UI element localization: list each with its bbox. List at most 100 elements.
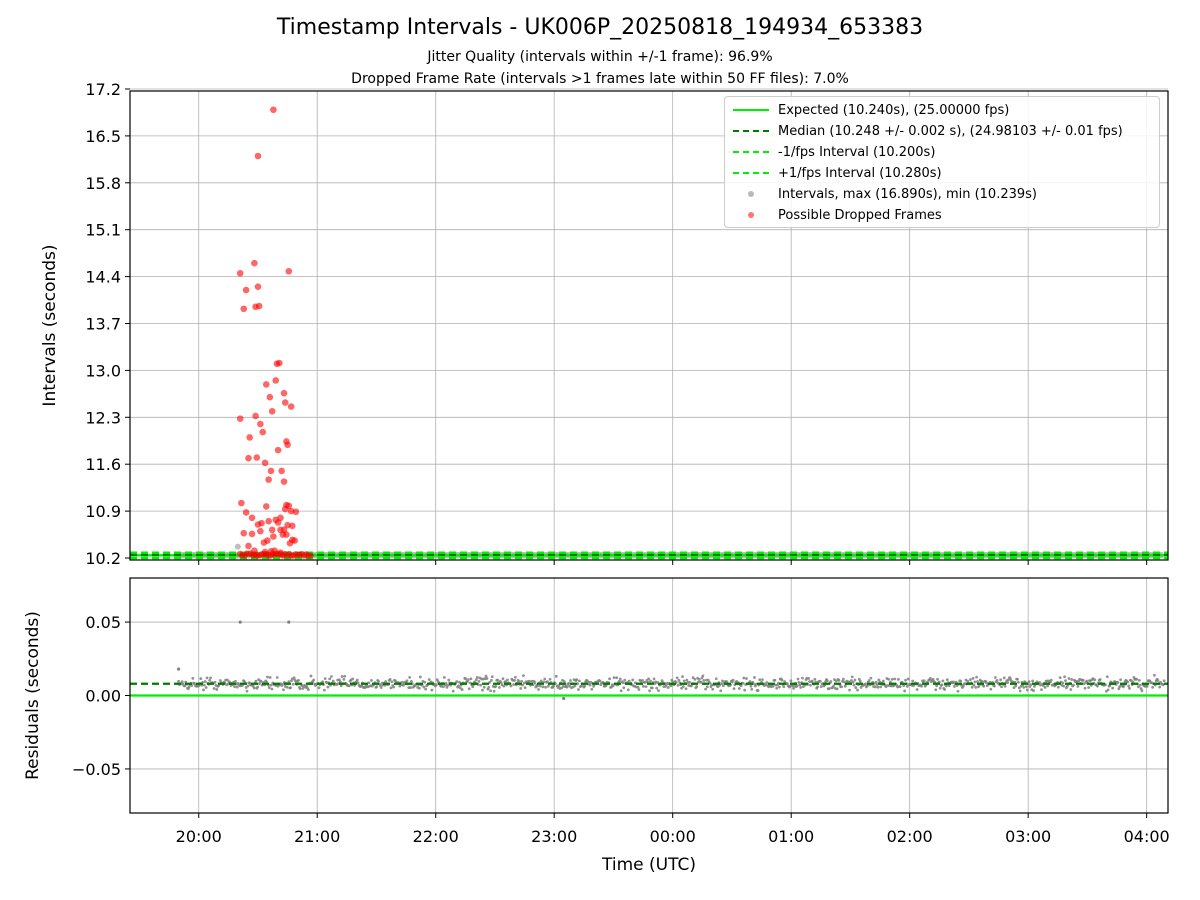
residual-point: [641, 684, 645, 688]
residual-point: [513, 675, 517, 679]
residual-point: [205, 676, 209, 680]
residual-point: [501, 677, 505, 681]
dropped-frame-rate-subtitle: Dropped Frame Rate (intervals >1 frames …: [351, 71, 849, 87]
residual-point: [485, 677, 489, 680]
residual-point: [631, 678, 635, 682]
residual-point: [681, 675, 684, 679]
residual-point: [864, 682, 867, 686]
residual-point: [771, 684, 775, 688]
residual-point: [477, 679, 481, 683]
residual-point: [922, 679, 926, 683]
residual-point: [982, 684, 986, 688]
residual-point: [748, 680, 752, 683]
residual-point: [835, 687, 839, 691]
dropped-frame-point: [236, 415, 244, 422]
residual-point: [626, 688, 630, 692]
residual-point: [754, 682, 758, 686]
residual-point: [936, 677, 939, 681]
residual-point: [521, 674, 525, 678]
bottom-y-tick-label: −0.05: [72, 760, 121, 779]
residual-point: [739, 684, 743, 687]
residual-point: [691, 676, 695, 680]
residual-point: [418, 675, 422, 679]
dropped-frame-point: [268, 526, 276, 534]
dropped-frame-point: [254, 152, 262, 160]
residual-point: [693, 677, 697, 681]
residual-point: [523, 686, 527, 689]
residual-point: [268, 676, 272, 679]
residual-point: [970, 685, 974, 689]
residual-point: [410, 679, 413, 683]
residual-point: [451, 689, 455, 693]
residual-point: [287, 680, 291, 684]
residual-point: [330, 675, 333, 678]
residual-point: [848, 688, 851, 692]
residual-point: [637, 688, 641, 691]
residual-point: [1140, 689, 1144, 693]
bottom-y-tick-label: 0.00: [85, 687, 121, 706]
residual-point: [940, 683, 944, 687]
residual-point: [714, 677, 718, 681]
dropped-frame-point: [280, 389, 288, 397]
residual-point: [481, 688, 484, 692]
dropped-frame-point: [242, 509, 250, 516]
dropped-frame-point: [285, 502, 293, 510]
residual-point: [1043, 685, 1047, 689]
residual-point: [328, 677, 332, 681]
residual-point: [829, 680, 833, 683]
legend-label: -1/fps Interval (10.200s): [778, 144, 936, 160]
top-plot-frame: [129, 90, 1169, 561]
residual-point: [496, 678, 500, 682]
residual-point: [890, 677, 894, 681]
residual-point: [187, 685, 191, 688]
residual-point: [562, 696, 566, 701]
residual-point: [702, 679, 706, 682]
residual-point: [973, 680, 977, 684]
residual-point: [697, 677, 701, 681]
x-tick-label: 22:00: [413, 827, 459, 846]
jitter-quality-subtitle: Jitter Quality (intervals within +/-1 fr…: [427, 49, 773, 65]
residual-point: [684, 687, 688, 691]
residual-point: [818, 679, 822, 683]
dropped-frame-point: [245, 542, 252, 550]
residual-point: [379, 686, 383, 689]
residual-point: [749, 684, 753, 688]
residual-point: [1017, 686, 1021, 690]
residual-point: [1117, 687, 1121, 691]
residual-point: [204, 686, 208, 689]
residual-point: [275, 676, 279, 679]
residual-point: [442, 675, 446, 679]
residual-point: [850, 675, 854, 679]
dropped-frame-point: [251, 259, 258, 267]
residual-point: [1038, 681, 1042, 684]
residual-point: [447, 678, 451, 682]
residual-point: [655, 686, 659, 690]
residual-point: [552, 684, 556, 688]
residual-point: [270, 687, 274, 691]
residual-point: [737, 687, 741, 690]
residual-point: [705, 685, 709, 689]
residual-point: [789, 679, 793, 683]
residual-point: [931, 678, 935, 681]
residual-point: [675, 676, 679, 680]
residual-point: [484, 674, 488, 678]
dropped-frame-point: [281, 399, 289, 406]
residual-point: [367, 681, 371, 685]
residual-point: [256, 685, 260, 689]
residual-point: [338, 680, 342, 684]
residual-point: [1058, 676, 1062, 680]
residual-point: [583, 684, 587, 688]
residual-point: [1072, 683, 1075, 687]
dropped-frame-point: [252, 303, 259, 311]
residual-point: [681, 685, 685, 688]
residual-point: [971, 676, 975, 680]
residual-point: [1126, 680, 1130, 684]
residual-point: [254, 679, 258, 683]
dropped-frame-point: [287, 403, 295, 410]
dropped-frame-point: [270, 106, 277, 114]
residual-point: [209, 676, 212, 680]
residual-point: [972, 683, 976, 687]
residual-point: [1040, 688, 1043, 692]
residual-point: [1003, 684, 1007, 688]
x-tick-label: 03:00: [1005, 827, 1051, 846]
